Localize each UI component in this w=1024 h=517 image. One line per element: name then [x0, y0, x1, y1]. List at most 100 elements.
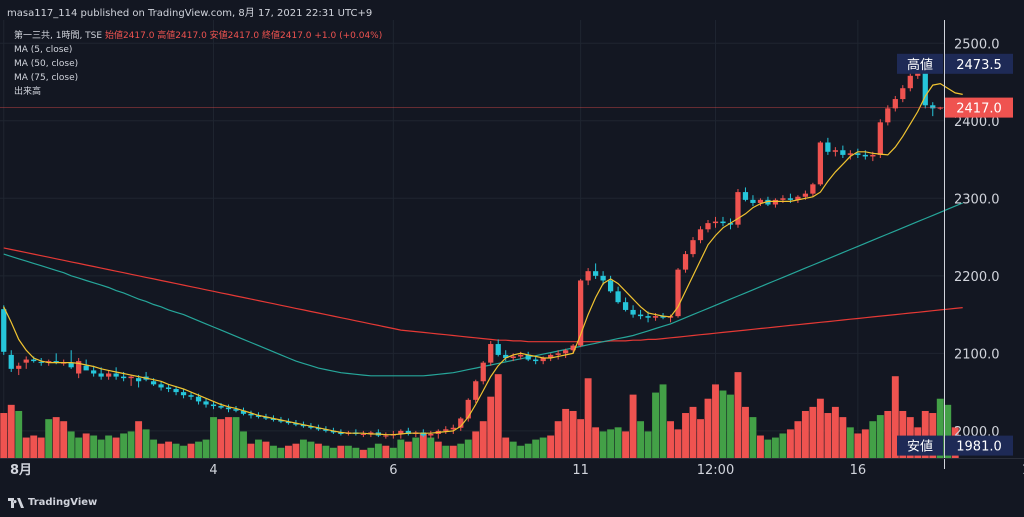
volume-bar	[659, 384, 667, 458]
candle-body	[106, 373, 112, 377]
legend-symbol: 第一三共, 1時間, TSE	[14, 31, 103, 41]
volume-bar	[277, 447, 285, 458]
candle-body	[922, 66, 928, 106]
volume-bar	[150, 439, 158, 458]
candle-body	[135, 378, 142, 382]
volume-bar	[629, 394, 637, 458]
volume-bar	[727, 394, 734, 458]
volume-bar	[869, 421, 877, 458]
volume-bar	[809, 406, 817, 458]
candle	[855, 148, 861, 158]
low-badge-value-box	[945, 435, 1013, 456]
volume-bar	[876, 415, 884, 458]
candle-body	[173, 389, 179, 393]
candle-body	[488, 344, 494, 363]
candle-body	[742, 192, 749, 200]
candle-body	[757, 199, 764, 203]
candle	[225, 404, 232, 413]
ma75-line	[3, 247, 963, 343]
volume-bar	[404, 441, 412, 458]
candle-body	[285, 421, 292, 424]
low-badge-label-box	[897, 435, 943, 456]
volume-bar	[824, 413, 832, 458]
last-price-badge-value-box	[945, 97, 1013, 118]
volume-bar	[217, 419, 225, 458]
volume-bar	[457, 443, 465, 458]
volume-bar	[562, 408, 570, 458]
volume-bar	[674, 429, 682, 458]
volume-bar	[82, 433, 90, 458]
candle	[877, 119, 883, 158]
candle	[533, 356, 539, 365]
x-tick-label: 6	[389, 463, 397, 478]
plot-background	[0, 20, 944, 458]
candle-body	[682, 254, 689, 270]
candle	[563, 348, 569, 358]
candle	[8, 350, 14, 372]
volume-bar	[667, 421, 674, 458]
volume-bar	[180, 445, 188, 458]
volume-bar	[255, 439, 262, 458]
volume-bar	[592, 427, 600, 458]
volume-bar	[75, 437, 83, 458]
candle-body	[300, 424, 307, 427]
y-tick-label: 2500.0	[954, 37, 1000, 52]
candle-body	[772, 199, 779, 205]
volume-bar	[944, 404, 952, 458]
candle-body	[240, 410, 247, 414]
y-tick-label: 2300.0	[954, 192, 1000, 207]
tradingview-logo-icon	[8, 498, 24, 508]
tradingview-brand[interactable]: TradingView	[28, 497, 98, 508]
volume-bar	[449, 445, 457, 458]
candle	[900, 85, 906, 103]
candle-body	[510, 356, 516, 358]
volume-bar	[577, 419, 585, 458]
candle-body	[570, 345, 576, 351]
volume-bar	[247, 443, 255, 458]
volume-bar	[921, 410, 929, 458]
candle	[173, 385, 179, 396]
volume-bar	[637, 421, 645, 458]
volume-bar	[839, 417, 847, 458]
candle	[592, 263, 599, 279]
legend-volume[interactable]: 出来高	[14, 87, 42, 97]
candle-body	[420, 432, 426, 436]
candle-body	[368, 432, 374, 434]
volume-bar	[652, 392, 660, 458]
candle	[712, 216, 719, 228]
candle	[240, 407, 247, 416]
volume-bar	[929, 413, 937, 458]
volume-bar	[712, 384, 719, 458]
candle	[203, 398, 209, 408]
candle-body	[885, 108, 891, 123]
volume-bar	[307, 441, 315, 458]
legend-ma50[interactable]: MA (50, close)	[14, 59, 79, 69]
volume-bar	[742, 406, 749, 458]
candle-body	[563, 350, 569, 354]
legend-ma75[interactable]: MA (75, close)	[14, 73, 79, 83]
volume-bar	[584, 378, 592, 458]
volume-bar	[554, 421, 562, 458]
candle	[772, 198, 779, 208]
candle	[248, 410, 254, 419]
candle-body	[398, 430, 404, 434]
candle-body	[578, 280, 584, 346]
volume-bar	[284, 445, 292, 458]
volume-bar	[884, 410, 892, 458]
candle-body	[780, 198, 786, 200]
legend-ma5[interactable]: MA (5, close)	[14, 45, 73, 55]
legend-symbol-row: 第一三共, 1時間, TSE 始値2417.0 高値2417.0 安値2417.…	[14, 29, 382, 43]
candle	[91, 365, 97, 377]
volume-bar	[127, 431, 135, 458]
candle-body	[31, 359, 37, 362]
volume-bar	[157, 443, 165, 458]
candle-body	[210, 404, 217, 407]
candle	[480, 361, 486, 385]
volume-bar	[337, 445, 345, 458]
candle-body	[383, 435, 389, 437]
volume-bar	[816, 398, 824, 458]
volume-bar	[0, 413, 8, 458]
volume-bar	[434, 441, 442, 458]
volume-bar	[569, 410, 577, 458]
